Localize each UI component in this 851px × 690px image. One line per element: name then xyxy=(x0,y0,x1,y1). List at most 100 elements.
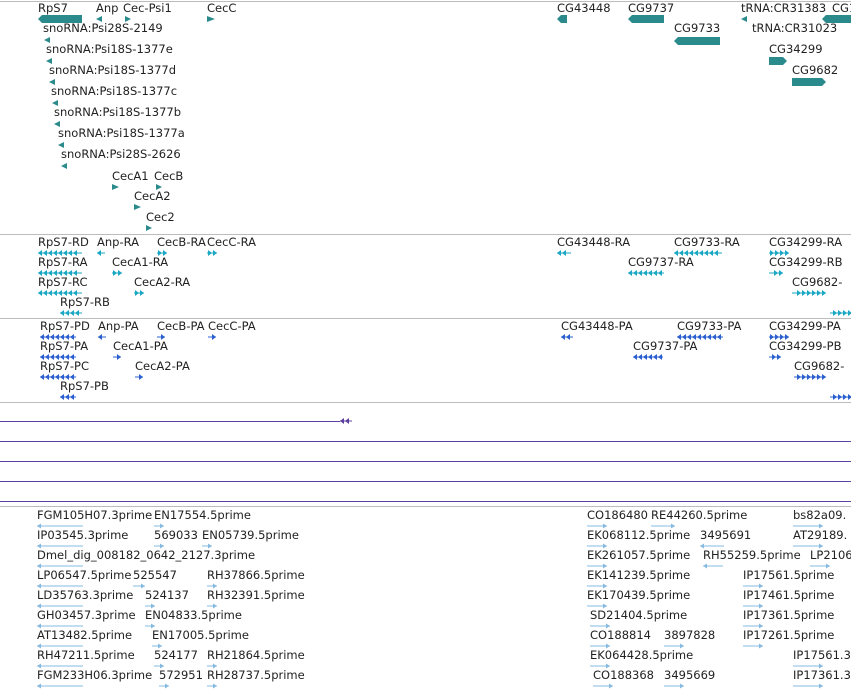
genes-feature-label[interactable]: CG1 xyxy=(832,1,851,15)
transcript-glyph[interactable] xyxy=(557,248,571,258)
ests-feature-label[interactable]: SD21404.5prime xyxy=(590,608,688,622)
genes-feature-label[interactable]: tRNA:CR31023 xyxy=(752,21,838,35)
ests-feature-label[interactable]: CO188814 xyxy=(590,628,651,642)
ests-feature-label[interactable]: 525547 xyxy=(133,568,177,582)
est-glyph[interactable] xyxy=(810,561,830,571)
protein-glyph[interactable] xyxy=(113,352,121,362)
est-glyph[interactable] xyxy=(207,681,217,690)
gene-glyph[interactable] xyxy=(146,223,152,233)
alignment-line[interactable] xyxy=(0,501,851,502)
transcript-glyph[interactable] xyxy=(157,248,167,258)
ests-feature-label[interactable]: RH47211.5prime xyxy=(37,648,135,662)
transcripts-feature-label[interactable]: CG9682- xyxy=(792,275,843,289)
transcript-glyph[interactable] xyxy=(830,308,851,318)
genes-feature-label[interactable]: CG9733 xyxy=(674,21,721,35)
ests-feature-label[interactable]: 3897828 xyxy=(664,628,716,642)
genes-feature-label[interactable]: tRNA:CR31383 xyxy=(741,1,827,15)
gene-glyph[interactable] xyxy=(52,98,58,108)
ests-feature-label[interactable]: RH37866.5prime xyxy=(207,568,305,582)
est-glyph[interactable] xyxy=(37,561,83,571)
est-glyph[interactable] xyxy=(793,541,823,551)
ests-feature-label[interactable]: 524177 xyxy=(154,648,198,662)
gene-glyph[interactable] xyxy=(54,119,60,129)
est-glyph[interactable] xyxy=(793,661,823,671)
protein-glyph[interactable] xyxy=(769,332,789,342)
est-glyph[interactable] xyxy=(590,621,610,631)
gene-glyph[interactable] xyxy=(156,182,162,192)
est-glyph[interactable] xyxy=(159,681,169,690)
ests-feature-label[interactable]: EK068112.5prime xyxy=(587,528,691,542)
gene-glyph[interactable] xyxy=(792,77,826,87)
ests-feature-label[interactable]: RH21864.5prime xyxy=(207,648,305,662)
transcripts-feature-label[interactable]: RpS7-RC xyxy=(38,275,88,289)
alignment-glyph[interactable] xyxy=(340,416,352,426)
protein-glyph[interactable] xyxy=(157,332,165,342)
gene-glyph[interactable] xyxy=(822,14,851,24)
est-glyph[interactable] xyxy=(593,681,613,690)
transcript-glyph[interactable] xyxy=(38,268,82,278)
ests-feature-label[interactable]: EN17005.5prime xyxy=(152,628,249,642)
est-glyph[interactable] xyxy=(590,641,610,651)
gene-glyph[interactable] xyxy=(49,77,55,87)
transcripts-feature-label[interactable]: CG43448-RA xyxy=(557,235,631,249)
gene-glyph[interactable] xyxy=(207,14,215,24)
est-glyph[interactable] xyxy=(37,541,83,551)
est-glyph[interactable] xyxy=(793,521,823,531)
est-glyph[interactable] xyxy=(651,521,675,531)
proteins-feature-label[interactable]: RpS7-PB xyxy=(60,379,109,393)
est-glyph[interactable] xyxy=(37,601,83,611)
genes-feature-label[interactable]: CecB xyxy=(154,169,184,183)
gene-glyph[interactable] xyxy=(557,14,567,24)
proteins-feature-label[interactable]: CecA1-PA xyxy=(113,339,168,353)
ests-feature-label[interactable]: IP17461.5prime xyxy=(743,588,835,602)
est-glyph[interactable] xyxy=(207,661,217,671)
ests-feature-label[interactable]: 569033 xyxy=(154,528,198,542)
genes-feature-label[interactable]: CG34299 xyxy=(769,42,823,56)
proteins-feature-label[interactable]: CG34299-PA xyxy=(769,319,841,333)
protein-glyph[interactable] xyxy=(40,332,76,342)
ests-feature-label[interactable]: 3495669 xyxy=(664,668,716,682)
est-glyph[interactable] xyxy=(37,641,83,651)
est-glyph[interactable] xyxy=(202,541,212,551)
transcript-glyph[interactable] xyxy=(674,248,722,258)
proteins-feature-label[interactable]: CG9733-PA xyxy=(677,319,742,333)
protein-glyph[interactable] xyxy=(135,372,143,382)
ests-feature-label[interactable]: IP17361.5prime xyxy=(743,608,835,622)
transcripts-feature-label[interactable]: CG34299-RB xyxy=(769,255,843,269)
ests-feature-label[interactable]: GH03457.3prime xyxy=(37,608,136,622)
ests-feature-label[interactable]: EN04833.5prime xyxy=(145,608,242,622)
ests-feature-label[interactable]: CO188368 xyxy=(593,668,654,682)
genes-feature-label[interactable]: CecC xyxy=(207,1,237,15)
ests-feature-label[interactable]: bs82a09. xyxy=(793,508,847,522)
gene-glyph[interactable] xyxy=(674,36,720,46)
ests-feature-label[interactable]: RE44260.5prime xyxy=(651,508,748,522)
ests-feature-label[interactable]: 524137 xyxy=(145,588,189,602)
ests-feature-label[interactable]: FGM233H06.3prime xyxy=(37,668,153,682)
transcript-glyph[interactable] xyxy=(134,288,144,298)
transcripts-feature-label[interactable]: CecB-RA xyxy=(157,235,206,249)
ests-feature-label[interactable]: CO186480 xyxy=(587,508,648,522)
est-glyph[interactable] xyxy=(587,601,607,611)
ests-feature-label[interactable]: 572951 xyxy=(159,668,203,682)
ests-feature-label[interactable]: EK141239.5prime xyxy=(587,568,691,582)
est-glyph[interactable] xyxy=(37,661,83,671)
ests-feature-label[interactable]: IP17561.3 xyxy=(793,648,851,662)
protein-glyph[interactable] xyxy=(794,372,826,382)
est-glyph[interactable] xyxy=(587,541,607,551)
ests-feature-label[interactable]: FGM105H07.3prime xyxy=(37,508,153,522)
proteins-feature-label[interactable]: RpS7-PD xyxy=(40,319,90,333)
proteins-feature-label[interactable]: CG9737-PA xyxy=(633,339,698,353)
est-glyph[interactable] xyxy=(37,681,83,690)
protein-glyph[interactable] xyxy=(677,332,723,342)
ests-feature-label[interactable]: EK170439.5prime xyxy=(587,588,691,602)
ests-feature-label[interactable]: 3495691 xyxy=(700,528,752,542)
protein-glyph[interactable] xyxy=(208,332,216,342)
genes-feature-label[interactable]: snoRNA:Psi18S-1377b xyxy=(54,105,182,119)
genes-feature-label[interactable]: Cec2 xyxy=(146,210,175,224)
ests-feature-label[interactable]: RH55259.5prime xyxy=(703,548,801,562)
protein-glyph[interactable] xyxy=(40,352,76,362)
transcript-glyph[interactable] xyxy=(60,308,82,318)
transcript-glyph[interactable] xyxy=(38,288,82,298)
alignment-line[interactable] xyxy=(0,421,340,422)
alignment-line[interactable] xyxy=(0,461,851,462)
